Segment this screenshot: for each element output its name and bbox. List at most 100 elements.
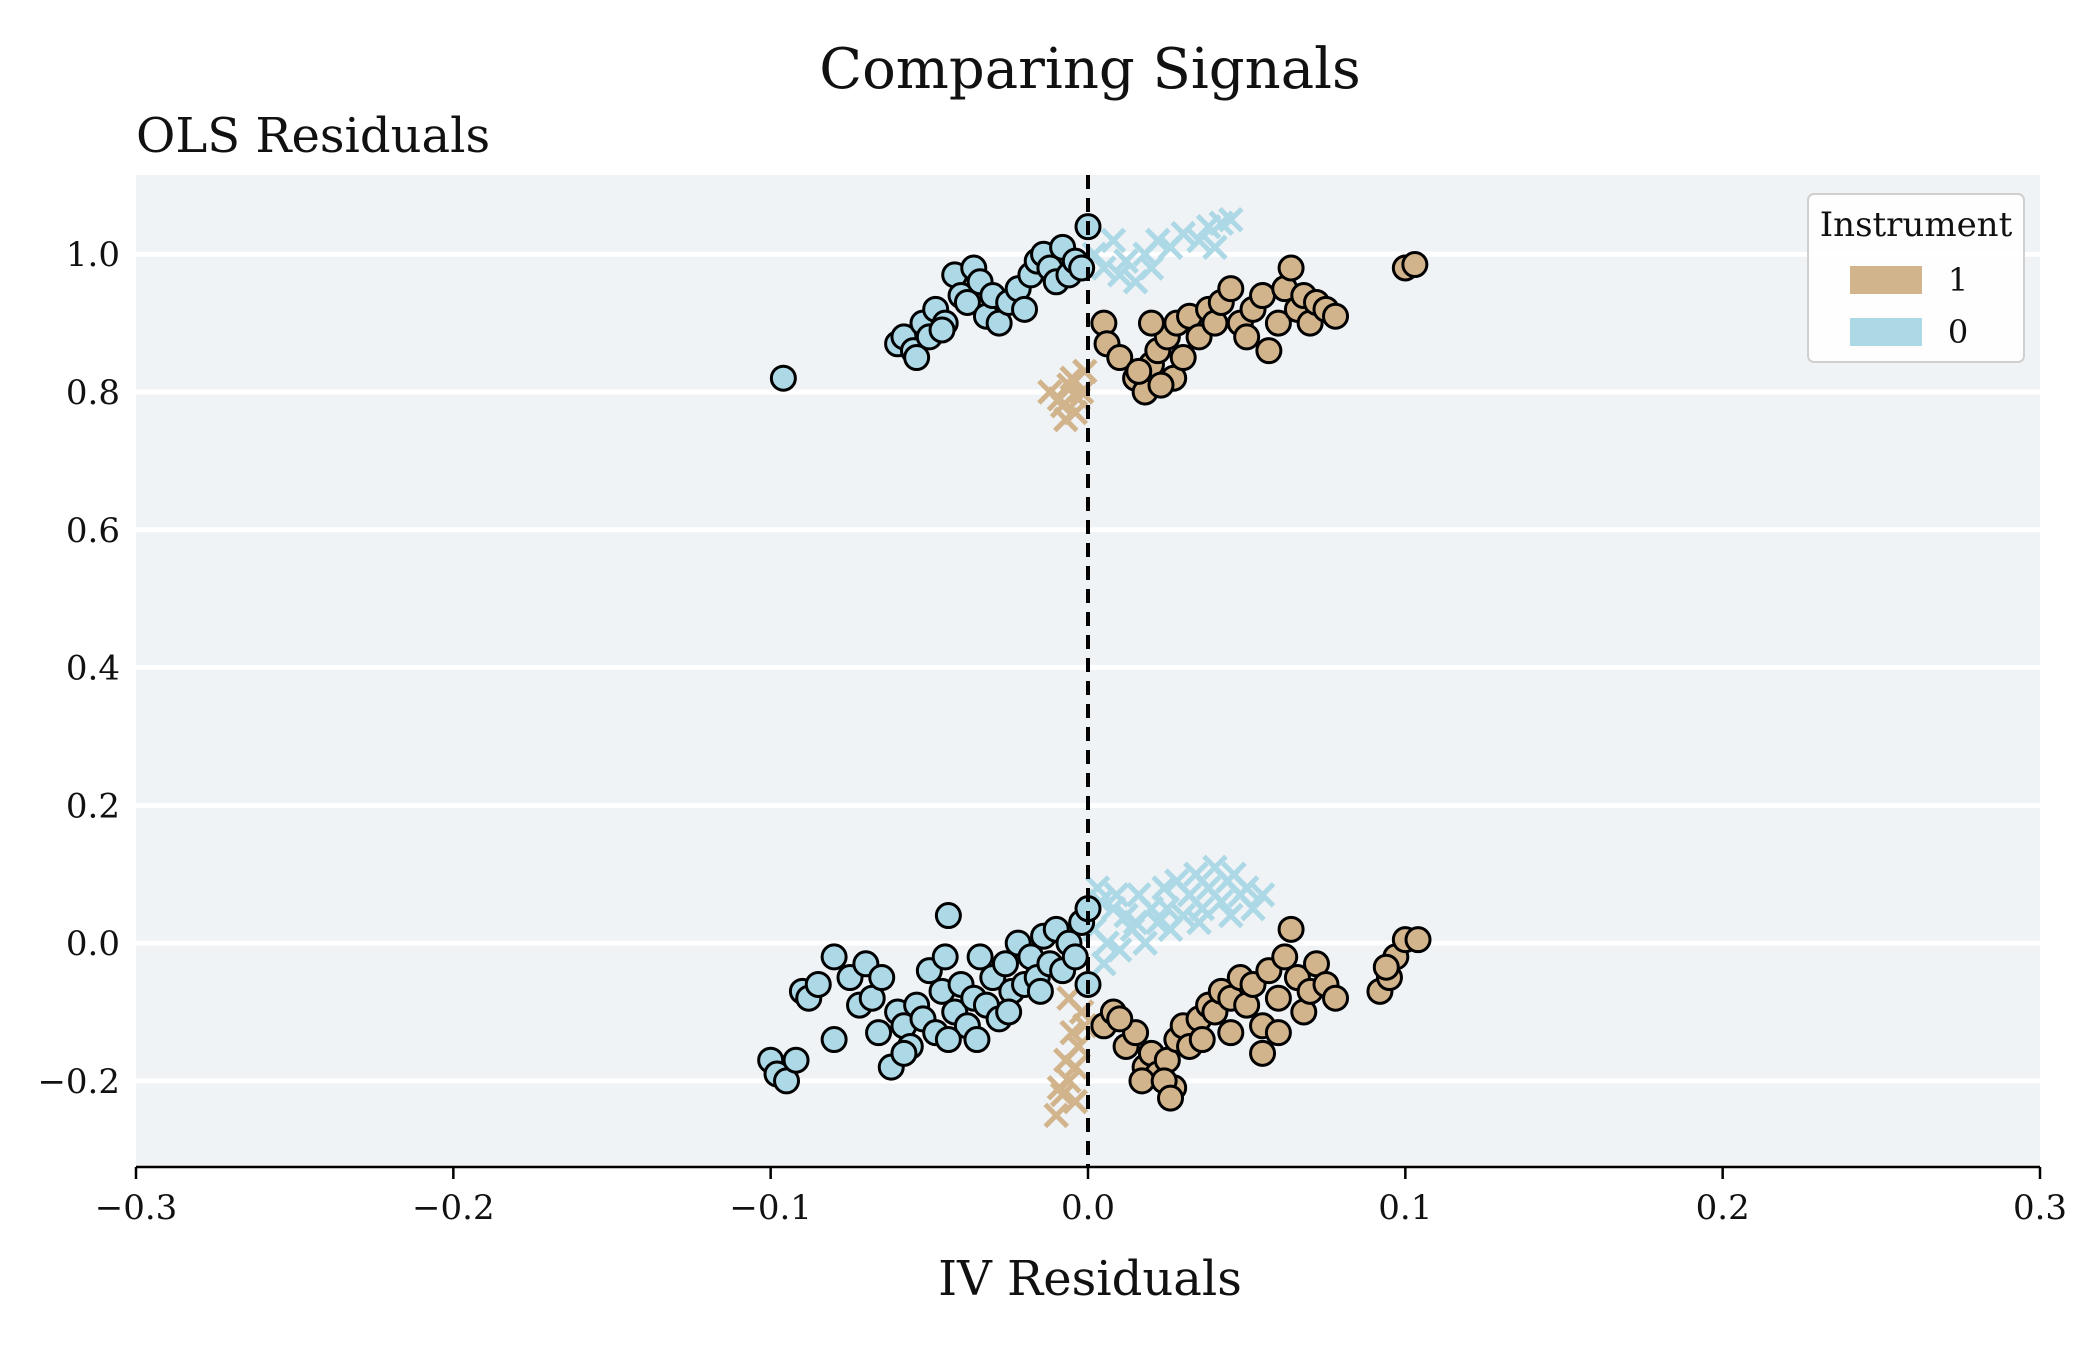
circle-point bbox=[820, 1026, 848, 1054]
circle-point bbox=[1249, 282, 1277, 310]
circle-point bbox=[1264, 309, 1292, 337]
legend: Instrument 10 bbox=[1807, 193, 2025, 363]
circle-point bbox=[1068, 254, 1096, 282]
circle-point bbox=[1264, 984, 1292, 1012]
cross-point bbox=[1186, 909, 1212, 936]
circle-point bbox=[1372, 953, 1400, 981]
cross-point bbox=[1154, 895, 1181, 922]
circle-point bbox=[1277, 254, 1305, 282]
legend-swatch bbox=[1850, 266, 1922, 294]
cross-point bbox=[1113, 248, 1139, 274]
circle-point bbox=[1147, 371, 1175, 399]
legend-title: Instrument bbox=[1820, 205, 2013, 245]
circle-point bbox=[1277, 915, 1305, 943]
cross-point bbox=[1106, 262, 1133, 288]
circle-point bbox=[1125, 357, 1153, 385]
circle-point bbox=[1249, 1039, 1277, 1067]
circle-point bbox=[1157, 1084, 1185, 1112]
cross-point bbox=[1233, 875, 1260, 901]
circle-point bbox=[1233, 323, 1261, 351]
cross-point bbox=[1100, 227, 1127, 254]
x-tick-label: −0.3 bbox=[95, 1188, 178, 1228]
cross-point bbox=[1138, 255, 1165, 281]
legend-label: 1 bbox=[1948, 261, 1968, 299]
x-tick-label: 0.1 bbox=[1378, 1188, 1432, 1228]
cross-point bbox=[1062, 1088, 1089, 1115]
circle-point bbox=[1011, 295, 1039, 323]
cross-point bbox=[1186, 227, 1212, 254]
circle-point bbox=[804, 970, 832, 998]
cross-point bbox=[1218, 902, 1244, 929]
circle-point bbox=[782, 1046, 810, 1074]
circle-point bbox=[903, 344, 931, 372]
series-group-0-circle bbox=[757, 213, 1102, 1095]
circle-point bbox=[1271, 943, 1299, 971]
cross-point bbox=[1046, 386, 1073, 412]
y-tick-label: 0.8 bbox=[66, 373, 120, 413]
series-group-1-cross bbox=[1037, 358, 1098, 1129]
x-tick-label: 0.0 bbox=[1061, 1188, 1115, 1228]
y-tick-label: −0.2 bbox=[37, 1062, 120, 1102]
circle-point bbox=[1217, 275, 1245, 303]
cross-point bbox=[1059, 365, 1085, 391]
x-axis: −0.3 −0.2 −0.1 0.0 0.1 0.2 0.3 bbox=[95, 1165, 2067, 1228]
series-group-0-cross bbox=[1081, 207, 1276, 977]
circle-point bbox=[1106, 1005, 1134, 1033]
circle-point bbox=[1188, 1026, 1216, 1054]
legend-entries: 10 bbox=[1850, 261, 1968, 351]
circle-point bbox=[991, 950, 1019, 978]
chart-title: Comparing Signals bbox=[819, 37, 1361, 102]
cross-point bbox=[1249, 882, 1276, 908]
circle-point bbox=[1128, 1067, 1156, 1095]
cross-point bbox=[1053, 1047, 1079, 1073]
circle-point bbox=[820, 943, 848, 971]
cross-point bbox=[1208, 889, 1235, 915]
cross-point bbox=[1094, 930, 1120, 956]
cross-point bbox=[1151, 875, 1177, 901]
cross-point bbox=[1145, 227, 1171, 254]
x-tick-label: 0.3 bbox=[2013, 1188, 2067, 1228]
legend-swatch bbox=[1850, 318, 1922, 346]
cross-point bbox=[1170, 902, 1196, 929]
y-tick-label: 0.0 bbox=[66, 924, 120, 964]
cross-point bbox=[1122, 909, 1149, 936]
circle-point bbox=[934, 902, 962, 930]
circle-point bbox=[953, 288, 981, 316]
circle-point bbox=[1061, 943, 1089, 971]
circle-point bbox=[934, 1026, 962, 1054]
circle-point bbox=[1322, 302, 1350, 330]
circle-point bbox=[966, 943, 994, 971]
cross-point bbox=[1145, 909, 1171, 936]
circle-point bbox=[931, 943, 959, 971]
cross-point bbox=[1240, 895, 1266, 922]
circle-point bbox=[1264, 1019, 1292, 1047]
circle-point bbox=[1401, 251, 1429, 279]
cross-point bbox=[1091, 951, 1117, 977]
circle-point bbox=[865, 1019, 893, 1047]
y-tick-label: 0.2 bbox=[66, 786, 120, 826]
circle-point bbox=[963, 1026, 991, 1054]
cross-point bbox=[1132, 930, 1158, 956]
cross-point bbox=[1218, 207, 1244, 233]
x-tick-label: 0.2 bbox=[1696, 1188, 1750, 1228]
cross-point bbox=[1049, 1081, 1076, 1108]
cross-point bbox=[1084, 875, 1111, 901]
y-axis-label: OLS Residuals bbox=[136, 108, 490, 164]
circle-point bbox=[995, 998, 1023, 1026]
cross-point bbox=[1091, 255, 1117, 281]
circle-point bbox=[1255, 337, 1283, 365]
circle-point bbox=[1026, 977, 1054, 1005]
cross-point bbox=[1059, 1019, 1085, 1046]
cross-point bbox=[1103, 882, 1130, 908]
y-tick-label: 1.0 bbox=[66, 235, 120, 275]
x-tick-label: −0.2 bbox=[412, 1188, 495, 1228]
y-tick-label: 0.4 bbox=[66, 649, 120, 689]
circle-point bbox=[928, 316, 956, 344]
x-tick-label: −0.1 bbox=[729, 1188, 812, 1228]
circle-point bbox=[1404, 926, 1432, 954]
circle-point bbox=[1217, 1019, 1245, 1047]
y-tick-label: 0.6 bbox=[66, 511, 120, 551]
series-group-1-circle bbox=[1090, 251, 1432, 1112]
